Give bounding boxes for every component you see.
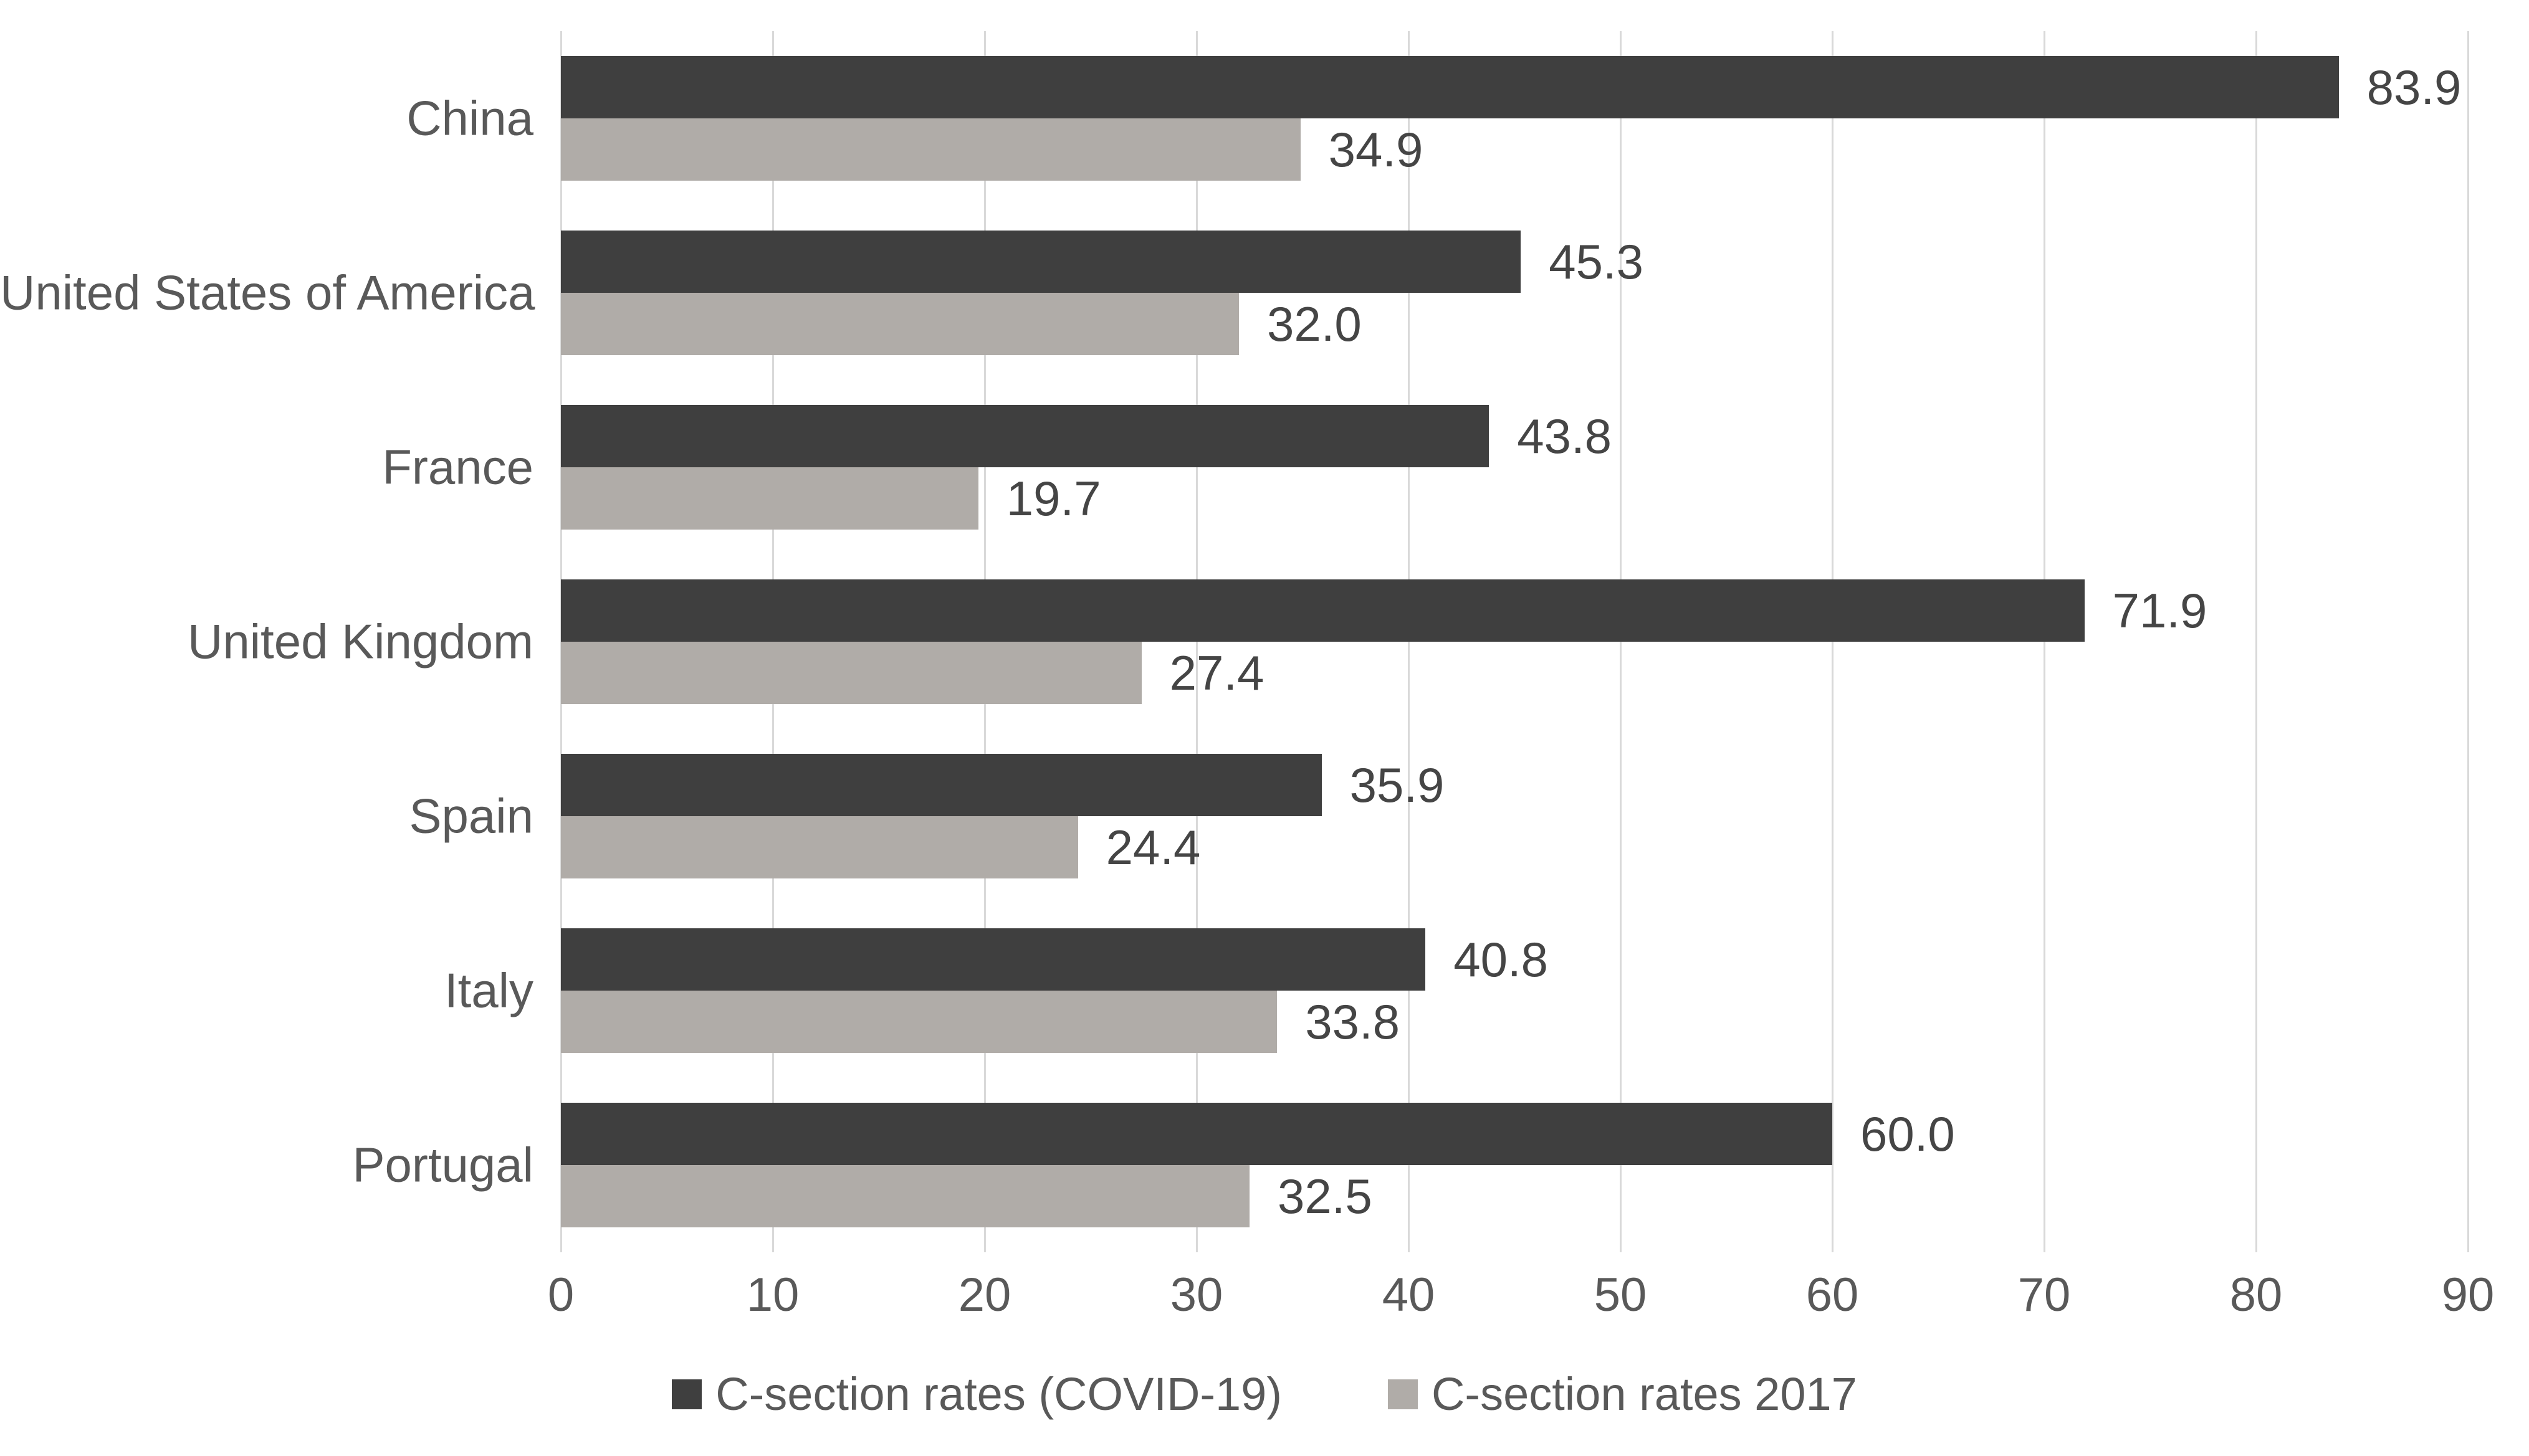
- x-axis-tick-label: 0: [547, 1268, 575, 1321]
- gridline: [2467, 31, 2469, 1252]
- gridline: [1407, 31, 1410, 1252]
- legend-marker-2017: [1387, 1379, 1418, 1409]
- category-label: United Kingdom: [188, 614, 533, 669]
- legend-item: C-section rates (COVID-19): [672, 1368, 1282, 1420]
- gridline: [1831, 31, 1833, 1252]
- gridline: [2043, 31, 2045, 1252]
- bar-covid19: [561, 56, 2339, 118]
- x-axis-tick-label: 50: [1594, 1268, 1647, 1321]
- category-label: China: [406, 90, 533, 146]
- bar-value-label: 32.5: [1278, 1169, 1372, 1224]
- x-axis-tick-label: 30: [1170, 1268, 1223, 1321]
- bar-covid19: [561, 579, 2085, 642]
- category-label: Portugal: [352, 1137, 533, 1192]
- legend-marker-covid19: [672, 1379, 702, 1409]
- bar-value-label: 34.9: [1328, 122, 1423, 177]
- bar-covid19: [561, 1103, 1832, 1165]
- gridline: [2255, 31, 2257, 1252]
- bar-value-label: 40.8: [1453, 932, 1548, 987]
- gridline: [1195, 31, 1198, 1252]
- x-axis-tick-label: 60: [1805, 1268, 1859, 1321]
- category-label: United States of America: [0, 265, 535, 320]
- x-axis-tick-label: 90: [2441, 1268, 2495, 1321]
- bar-value-label: 71.9: [2112, 583, 2207, 638]
- bar-2017: [561, 816, 1078, 878]
- bar-covid19: [561, 231, 1521, 293]
- legend-label: C-section rates 2017: [1431, 1368, 1857, 1420]
- bar-covid19: [561, 754, 1322, 816]
- legend-label: C-section rates (COVID-19): [715, 1368, 1282, 1420]
- bar-value-label: 24.4: [1106, 820, 1201, 875]
- bar-value-label: 27.4: [1169, 645, 1264, 700]
- bar-2017: [561, 991, 1278, 1053]
- bar-value-label: 45.3: [1549, 234, 1643, 289]
- bar-2017: [561, 118, 1301, 181]
- plot-area: 83.9 34.9 45.3 32.0 43.8 19.7 71.9 27.4 35.9 24.4…: [560, 31, 2469, 1252]
- bar-value-label: 60.0: [1860, 1106, 1955, 1161]
- bar-value-label: 32.0: [1267, 297, 1362, 351]
- bar-2017: [561, 1165, 1250, 1227]
- x-axis-tick-label: 80: [2229, 1268, 2283, 1321]
- x-axis-tick-label: 70: [2017, 1268, 2071, 1321]
- bar-covid19: [561, 928, 1426, 991]
- category-label: France: [382, 439, 533, 495]
- bar-2017: [561, 467, 978, 530]
- bar-value-label: 83.9: [2366, 60, 2462, 115]
- bar-value-label: 19.7: [1006, 471, 1101, 526]
- bar-value-label: 33.8: [1305, 994, 1400, 1049]
- legend: C-section rates (COVID-19) C-section rate…: [0, 1368, 2529, 1420]
- x-axis-tick-label: 40: [1382, 1268, 1435, 1321]
- category-label: Spain: [409, 788, 534, 844]
- bar-2017: [561, 642, 1142, 704]
- bar-2017: [561, 293, 1239, 355]
- bar-covid19: [561, 405, 1489, 467]
- bar-value-label: 35.9: [1349, 758, 1445, 812]
- x-axis-tick-label: 20: [958, 1268, 1011, 1321]
- bar-value-label: 43.8: [1517, 409, 1612, 464]
- category-label: Italy: [444, 963, 533, 1018]
- gridline: [1619, 31, 1622, 1252]
- legend-item: C-section rates 2017: [1387, 1368, 1857, 1420]
- x-axis-tick-label: 10: [746, 1268, 800, 1321]
